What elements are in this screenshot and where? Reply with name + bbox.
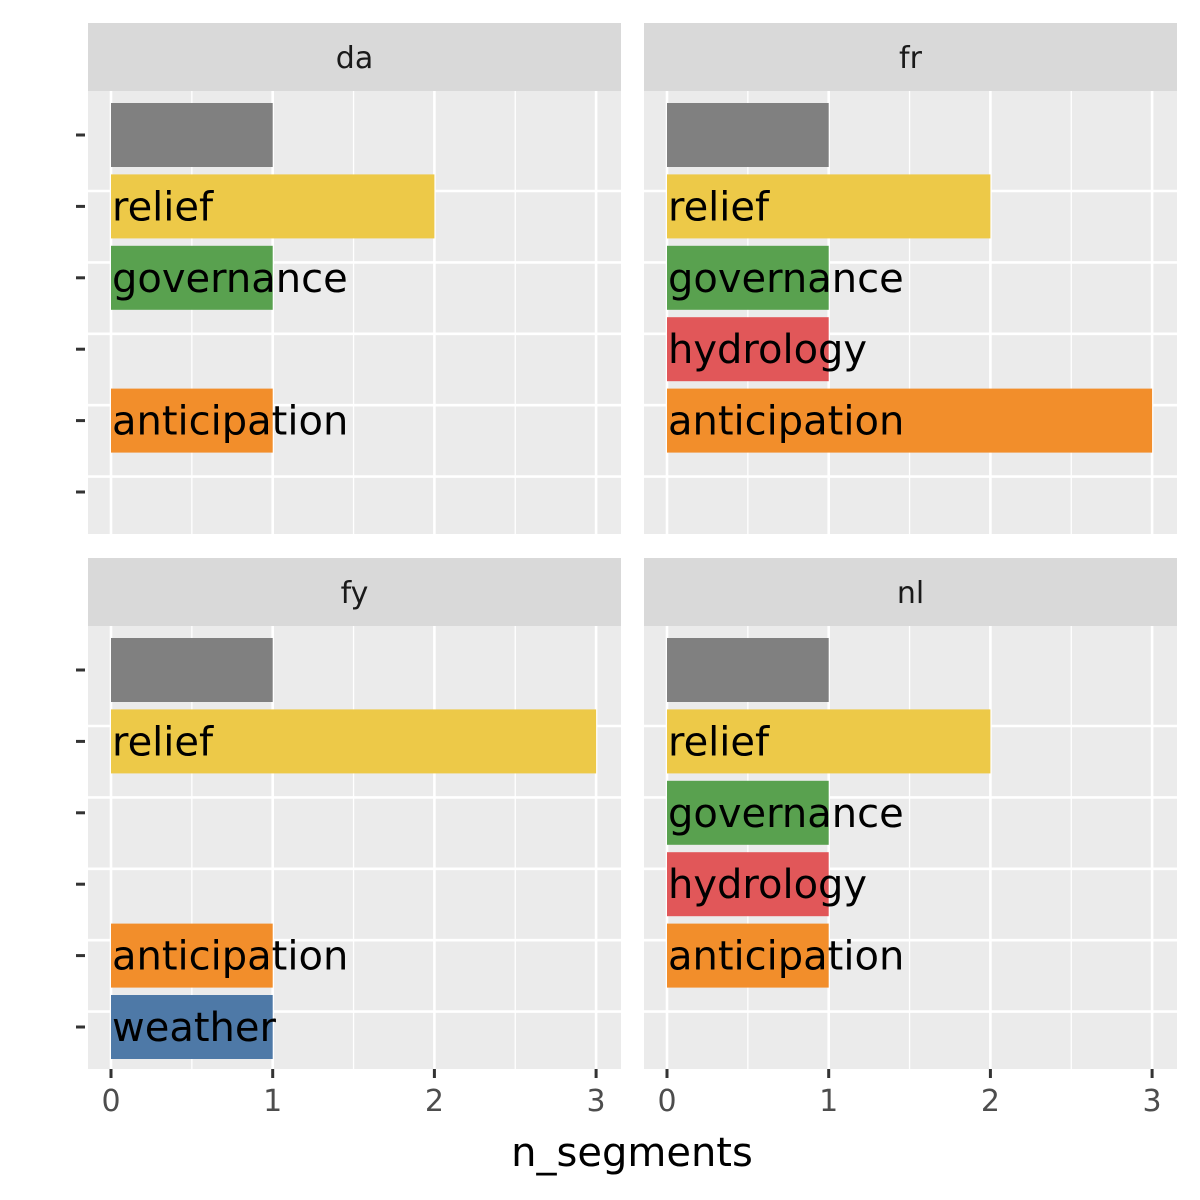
bar-label-anticipation: anticipation <box>112 934 348 980</box>
facet-strip-label: da <box>336 41 373 76</box>
bar-anticipation <box>111 923 273 988</box>
bar-label-weather: weather <box>112 1005 276 1051</box>
bar-label-governance: governance <box>112 256 348 302</box>
bar-label-anticipation: anticipation <box>112 399 348 445</box>
bar-label-relief: relief <box>668 184 770 230</box>
bar-governance <box>667 245 829 310</box>
bar-unlabeled <box>111 103 273 167</box>
bar-label-anticipation: anticipation <box>668 399 904 445</box>
bar-hydrology <box>667 852 829 917</box>
bar-anticipation <box>667 388 1153 453</box>
bar-label-governance: governance <box>668 791 904 837</box>
x-tick-label: 0 <box>657 1084 676 1119</box>
bar-relief <box>111 709 597 774</box>
facet-strip-label: nl <box>897 576 924 611</box>
x-tick-label: 1 <box>263 1084 282 1119</box>
x-axis-title: n_segments <box>511 1130 753 1176</box>
x-tick-label: 1 <box>819 1084 838 1119</box>
facet-strip <box>88 23 621 91</box>
x-tick-label: 3 <box>1143 1084 1162 1119</box>
facet-strip <box>644 23 1177 91</box>
x-tick-label: 0 <box>101 1084 120 1119</box>
bar-label-governance: governance <box>668 256 904 302</box>
bar-anticipation <box>667 923 829 988</box>
facet-da: da relief governance anticipation <box>76 23 621 550</box>
facet-panels: da relief governance anticipation fr relief go… <box>76 23 1177 1119</box>
bar-hydrology <box>667 317 829 382</box>
bar-relief <box>667 709 991 774</box>
bar-governance <box>111 245 273 310</box>
bar-label-relief: relief <box>112 719 214 765</box>
bar-governance <box>667 780 829 845</box>
bar-label-hydrology: hydrology <box>668 327 867 373</box>
x-tick-label: 3 <box>587 1084 606 1119</box>
bar-label-hydrology: hydrology <box>668 862 867 908</box>
facet-fr: fr relief governance hydrology anticipation <box>644 23 1177 550</box>
x-tick-label: 2 <box>981 1084 1000 1119</box>
bar-weather <box>111 995 273 1059</box>
bar-relief <box>667 174 991 239</box>
facet-nl: nl relief governance hydrology anticipation 0… <box>644 558 1177 1119</box>
facet-strip <box>644 558 1177 626</box>
bar-label-anticipation: anticipation <box>668 934 904 980</box>
facet-fy: fy relief anticipation weather 0 1 2 3 <box>76 558 621 1119</box>
facet-strip-label: fr <box>899 41 923 76</box>
bar-unlabeled <box>667 638 829 702</box>
bar-label-relief: relief <box>668 719 770 765</box>
bar-unlabeled <box>111 638 273 702</box>
facet-strip <box>88 558 621 626</box>
bar-label-relief: relief <box>112 184 214 230</box>
bar-relief <box>111 174 435 239</box>
bar-unlabeled <box>667 103 829 167</box>
facet-strip-label: fy <box>341 576 369 611</box>
bar-anticipation <box>111 388 273 453</box>
x-tick-label: 2 <box>425 1084 444 1119</box>
